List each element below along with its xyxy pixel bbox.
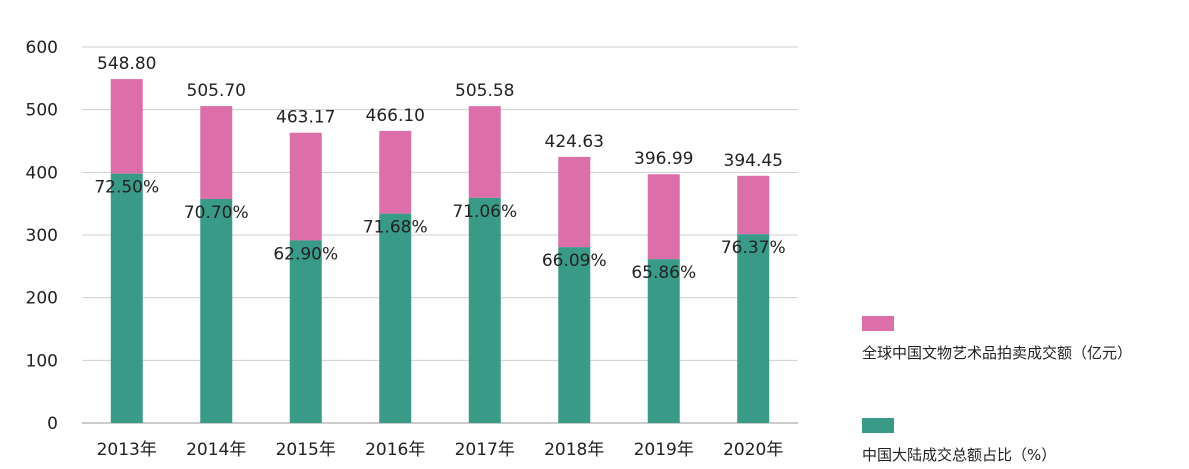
- x-tick-label: 2020年: [723, 440, 783, 460]
- x-tick-label: 2015年: [276, 440, 336, 460]
- y-tick-label: 200: [26, 289, 58, 309]
- legend-item-share: 中国大陆成交总额占比（%）: [862, 418, 1056, 465]
- y-tick-label: 500: [26, 101, 58, 121]
- share-percent-label: 71.06%: [452, 202, 517, 222]
- bar-segment-total: [468, 106, 501, 198]
- share-percent-label: 70.70%: [184, 203, 249, 223]
- legend-swatch-total: [862, 316, 894, 331]
- x-tick-label: 2017年: [455, 440, 515, 460]
- total-value-label: 466.10: [366, 106, 425, 126]
- bar-segment-mainland: [200, 198, 233, 423]
- bars: [110, 79, 770, 423]
- bar-segment-mainland: [558, 247, 591, 423]
- y-axis-ticks: 0 100 200 300 400 500 600: [26, 38, 58, 434]
- total-value-label: 505.58: [455, 81, 514, 101]
- bar-segment-total: [379, 130, 412, 214]
- legend-swatch-share: [862, 418, 894, 433]
- y-tick-label: 600: [26, 38, 58, 58]
- y-tick-label: 0: [47, 414, 58, 434]
- x-tick-label: 2019年: [634, 440, 694, 460]
- legend-label-total: 全球中国文物艺术品拍卖成交额（亿元）: [862, 344, 1133, 362]
- x-tick-label: 2013年: [97, 440, 157, 460]
- x-tick-label: 2016年: [365, 440, 425, 460]
- total-value-label: 424.63: [545, 132, 604, 152]
- legend-label-share: 中国大陆成交总额占比（%）: [862, 446, 1057, 464]
- share-percent-label: 71.68%: [363, 218, 428, 238]
- share-percent-label: 76.37%: [721, 238, 786, 258]
- bar-segment-total: [200, 106, 233, 199]
- x-tick-label: 2018年: [544, 440, 604, 460]
- bar-segment-total: [737, 175, 770, 235]
- bar-segment-mainland: [647, 259, 680, 423]
- bar-segment-mainland: [110, 173, 143, 423]
- bar-segment-mainland: [468, 197, 501, 423]
- bar-segment-mainland: [289, 240, 322, 423]
- share-percent-label: 66.09%: [542, 251, 607, 271]
- y-tick-label: 300: [26, 226, 58, 246]
- y-tick-label: 100: [26, 351, 58, 371]
- data-labels: 548.80 72.50% 505.70 70.70% 463.17 62.90% 466.…: [94, 54, 785, 283]
- legend-item-total: 全球中国文物艺术品拍卖成交额（亿元）: [862, 316, 1132, 363]
- share-percent-label: 65.86%: [631, 263, 696, 283]
- bar-segment-total: [110, 79, 143, 174]
- x-tick-label: 2014年: [186, 440, 246, 460]
- bar-segment-mainland: [379, 213, 412, 423]
- y-tick-label: 400: [26, 163, 58, 183]
- bar-segment-total: [289, 132, 322, 241]
- total-value-label: 394.45: [724, 151, 783, 171]
- x-axis-ticks: 2013年 2014年 2015年 2016年 2017年 2018年 2019年 2020年: [97, 440, 784, 460]
- gridlines: [82, 46, 798, 424]
- bar-segment-total: [558, 156, 591, 248]
- total-value-label: 505.70: [187, 81, 246, 101]
- bar-segment-mainland: [737, 234, 770, 423]
- total-value-label: 548.80: [97, 54, 156, 74]
- bar-segment-total: [647, 174, 680, 260]
- share-percent-label: 72.50%: [94, 178, 159, 198]
- total-value-label: 396.99: [634, 149, 693, 169]
- share-percent-label: 62.90%: [273, 244, 338, 264]
- total-value-label: 463.17: [276, 108, 335, 128]
